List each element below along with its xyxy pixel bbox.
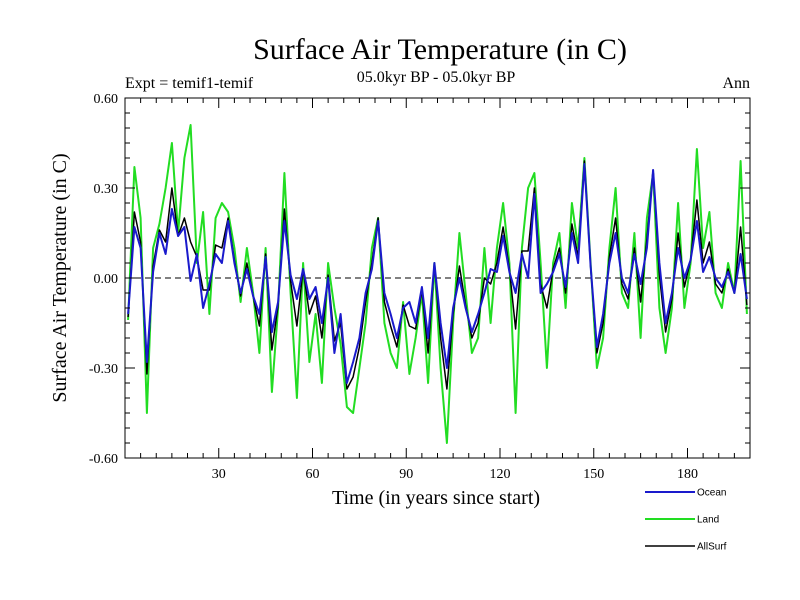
chart-title: Surface Air Temperature (in C) xyxy=(253,33,627,66)
y-tick-label: 0.30 xyxy=(94,182,119,197)
legend-label-land: Land xyxy=(697,515,719,526)
y-tick-label: 0.60 xyxy=(94,92,119,107)
legend: Ocean Land AllSurf xyxy=(645,488,727,553)
y-tick-label: -0.30 xyxy=(89,362,118,377)
x-tick-label: 60 xyxy=(306,467,320,482)
x-tick-label: 150 xyxy=(583,467,604,482)
plot-area: 30 60 90 120 150 180 -0.60 -0.30 0.00 0.30 0.60 xyxy=(89,92,751,482)
legend-label-ocean: Ocean xyxy=(697,488,726,499)
x-axis-label: Time (in years since start) xyxy=(332,487,540,509)
series-group xyxy=(127,124,748,444)
season-label: Ann xyxy=(722,75,750,92)
series-line-ocean xyxy=(127,163,748,384)
y-tick-label: 0.00 xyxy=(94,272,119,287)
x-tick-label: 180 xyxy=(677,467,698,482)
x-tick-label: 90 xyxy=(399,467,413,482)
period-label: 05.0kyr BP - 05.0kyr BP xyxy=(357,69,516,86)
y-tick-label: -0.60 xyxy=(89,452,118,467)
x-tick-label: 30 xyxy=(212,467,226,482)
x-tick-label: 120 xyxy=(490,467,511,482)
legend-label-allsurf: AllSurf xyxy=(697,542,727,553)
experiment-label: Expt = temif1-temif xyxy=(125,75,254,92)
y-axis-label: Surface Air Temperature (in C) xyxy=(49,153,71,402)
